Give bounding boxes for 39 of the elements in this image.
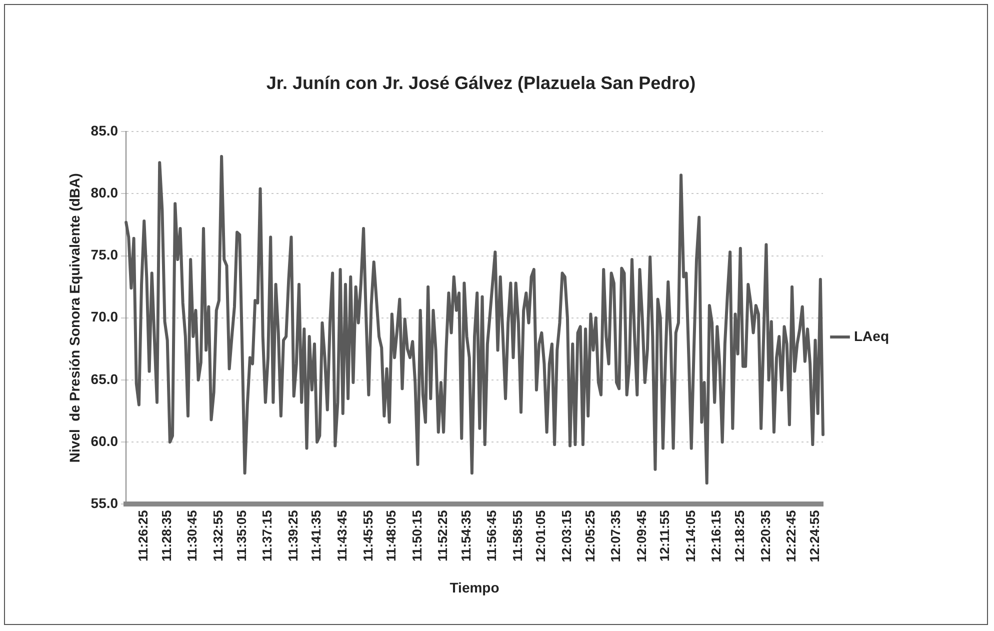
- x-tick-label: 11:41:35: [308, 510, 324, 562]
- x-tick-label: 12:03:15: [559, 510, 574, 562]
- y-axis-title: Nivel de Presión Sonora Equivalente (dBA): [66, 173, 82, 463]
- y-tick-label: 85.0: [90, 122, 118, 138]
- x-tick-label: 12:22:45: [784, 510, 799, 562]
- x-tick-label: 11:32:55: [210, 510, 226, 562]
- x-tick-label: 11:48:05: [384, 510, 398, 562]
- x-tick-label: 12:05:25: [582, 510, 598, 562]
- x-tick-label: 11:37:15: [260, 510, 275, 562]
- y-tick-label: 70.0: [90, 308, 118, 325]
- x-tick-label: 11:28:35: [158, 510, 174, 562]
- x-tick-label: 12:16:15: [708, 510, 724, 562]
- y-tick-label: 60.0: [90, 432, 118, 449]
- x-tick-label: 12:14:05: [682, 510, 698, 562]
- y-tick-label: 75.0: [90, 246, 118, 263]
- chart-title: Jr. Junín con Jr. José Gálvez (Plazuela San Pedro): [266, 72, 696, 93]
- x-tick-label: 12:09:45: [634, 510, 649, 562]
- x-axis-title: Tiempo: [450, 579, 500, 596]
- x-tick-label: 12:24:55: [806, 510, 822, 562]
- x-tick-label: 11:39:25: [285, 510, 300, 562]
- x-tick-label: 11:50:15: [409, 510, 424, 562]
- x-tick-label: 11:26:25: [136, 510, 151, 562]
- x-tick-label: 12:18:25: [732, 510, 747, 562]
- x-tick-label: 11:56:45: [484, 510, 500, 562]
- x-tick-label: 11:52:25: [435, 510, 450, 562]
- x-tick-label: 11:45:55: [360, 510, 376, 562]
- x-tick-label: 12:11:55: [657, 510, 672, 562]
- x-tick-label: 11:43:45: [334, 510, 350, 562]
- x-tick-label: 12:20:35: [758, 510, 773, 562]
- legend-label: LAeq: [854, 328, 889, 344]
- y-tick-label: 65.0: [90, 370, 118, 387]
- y-tick-label: 55.0: [90, 495, 118, 512]
- x-tick-label: 11:54:35: [458, 510, 474, 562]
- x-tick-label: 11:58:55: [510, 510, 525, 562]
- x-tick-label: 11:35:05: [234, 510, 249, 562]
- y-tick-label: 80.0: [90, 184, 118, 201]
- x-tick-label: 11:30:45: [184, 510, 200, 562]
- x-tick-label: 12:01:05: [533, 510, 548, 562]
- x-tick-label: 12:07:35: [608, 510, 624, 562]
